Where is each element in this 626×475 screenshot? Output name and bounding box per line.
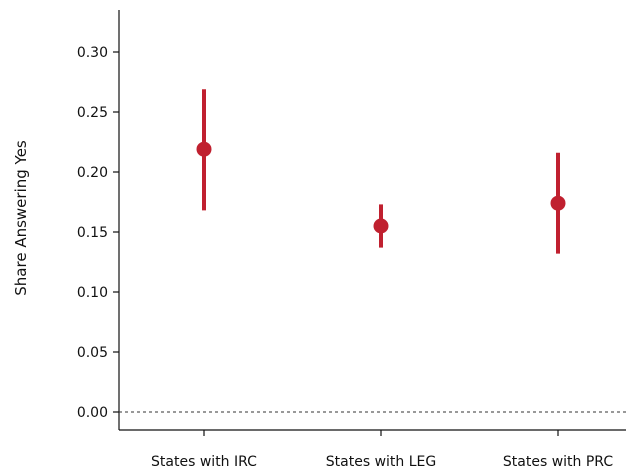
x-ticks: States with IRC States with LEG States wit…	[151, 430, 613, 470]
y-tick-label: 0.15	[77, 225, 108, 241]
y-tick-label: 0.10	[77, 285, 108, 301]
y-tick-label: 0.30	[77, 45, 108, 61]
y-tick-label: 0.05	[77, 345, 108, 361]
x-tick-label: States with LEG	[326, 454, 436, 470]
data-point	[196, 141, 212, 157]
y-ticks: 0.00 0.05 0.10 0.15 0.20 0.25 0.30	[77, 45, 119, 421]
y-tick-label: 0.00	[77, 405, 108, 421]
data-point	[550, 195, 566, 211]
y-tick-label: 0.25	[77, 105, 108, 121]
data-marks	[196, 89, 566, 254]
y-tick-label: 0.20	[77, 165, 108, 181]
axes	[118, 10, 626, 431]
y-axis-label: Share Answering Yes	[12, 140, 30, 296]
x-tick-label: States with PRC	[503, 454, 613, 470]
x-tick-label: States with IRC	[151, 454, 257, 470]
data-point	[373, 218, 389, 234]
